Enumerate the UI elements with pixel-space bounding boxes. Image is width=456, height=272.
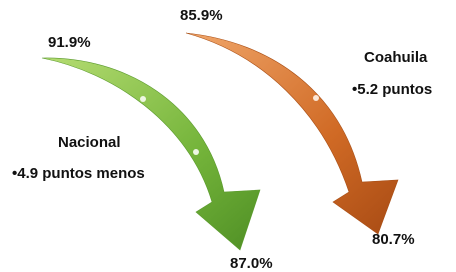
dot bbox=[193, 149, 199, 155]
arrow-name: Coahuila bbox=[364, 49, 428, 66]
green-arrow bbox=[42, 58, 260, 250]
note: •4.9 puntos menos bbox=[12, 165, 145, 182]
infographic: 91.9% 87.0% Nacional •4.9 puntos menos 8… bbox=[0, 0, 456, 272]
end-value: 87.0% bbox=[230, 255, 273, 272]
note: •5.2 puntos bbox=[352, 81, 432, 98]
end-value: 80.7% bbox=[372, 231, 415, 248]
dot bbox=[313, 95, 319, 101]
start-value: 91.9% bbox=[48, 34, 91, 51]
start-value: 85.9% bbox=[180, 7, 223, 24]
dot bbox=[140, 96, 146, 102]
arrow-name: Nacional bbox=[58, 134, 121, 151]
